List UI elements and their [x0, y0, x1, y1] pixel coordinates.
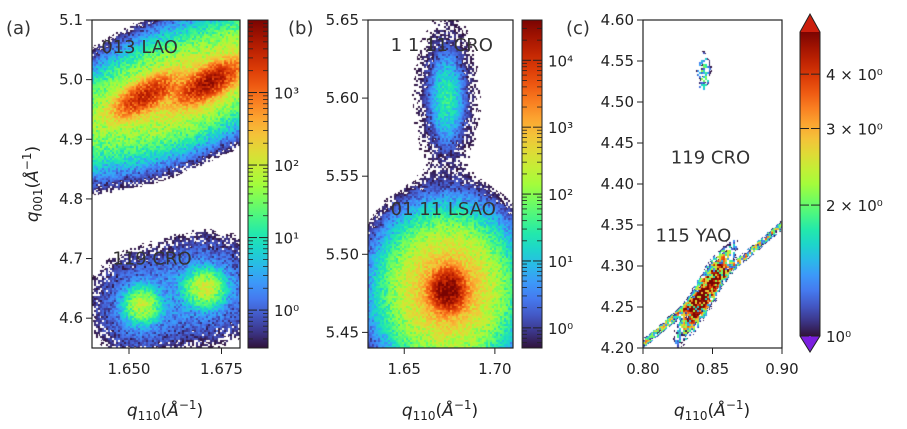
panel-a-ytick-label: 4.8 — [59, 190, 83, 208]
panel-a-ytick-label: 4.7 — [59, 250, 83, 268]
annotation-115-yao: 115 YAO — [656, 225, 732, 246]
panel-b-ytick-label: 5.45 — [326, 323, 359, 341]
panel-c-label: (c) — [566, 18, 590, 39]
panel-a-colorbar-gradient — [248, 20, 268, 348]
panel-a-heatmap — [91, 19, 241, 349]
annotation-013-lao: 013 LAO — [101, 37, 178, 58]
panel-c-colorbar-extend-max — [800, 14, 820, 32]
panel-c-colorbar-label: 2 × 10⁰ — [826, 197, 883, 215]
panel-b-heatmap — [367, 19, 514, 349]
panel-b-ytick-label: 5.55 — [326, 167, 359, 185]
panel-a-ytick-label: 5.0 — [59, 71, 83, 89]
panel-a-ytick-label: 4.9 — [59, 130, 83, 148]
panel-b-ytick-label: 5.60 — [326, 89, 359, 107]
panel-b-colorbar-label: 10² — [548, 186, 573, 204]
panel-b-intensity-map — [368, 20, 513, 348]
panel-a-intensity-map — [92, 20, 240, 348]
panel-c-ytick-label: 4.25 — [601, 298, 634, 316]
panel-a: (a) 4.6 4.7 4.8 4.9 5.0 5.1 1.650 1.675 013 LAO… — [6, 11, 299, 423]
panel-a-colorbar-label: 10⁰ — [274, 302, 299, 320]
panel-c-axes: 4.20 4.25 4.30 4.35 4.40 4.45 4.50 4.55 4.60 0.80… — [601, 11, 799, 378]
panel-b-colorbar-label: 10⁰ — [548, 320, 573, 338]
panel-a-xtick-label: 1.650 — [108, 360, 151, 378]
panel-b-axes: 5.45 5.50 5.55 5.60 5.65 1.65 1.70 — [326, 11, 512, 378]
panel-c-colorbar-extend-min — [800, 336, 820, 352]
panel-c-colorbar: 10⁰ 2 × 10⁰ 3 × 10⁰ 4 × 10⁰ — [799, 12, 883, 353]
panel-b-xtick-label: 1.65 — [388, 360, 421, 378]
panel-b-xtick-label: 1.70 — [478, 360, 511, 378]
panel-c-xtick-label: 0.85 — [696, 360, 729, 378]
annotation-119-cro: 119 CRO — [112, 249, 191, 270]
panel-b-colorbar-label: 10¹ — [548, 253, 573, 271]
panel-b-ytick-label: 5.50 — [326, 245, 359, 263]
panel-c-colorbar-gradient — [800, 32, 820, 336]
panel-b-colorbar-label: 10⁴ — [548, 52, 573, 70]
panel-a-xtick-label: 1.675 — [200, 360, 243, 378]
panel-a-colorbar: 10⁰ 10¹ 10² 10³ — [247, 19, 299, 349]
panel-c-ytick-label: 4.45 — [601, 134, 634, 152]
panel-a-xlabel: q110(Å−1) — [127, 398, 203, 423]
panel-a-ytick-label: 4.6 — [59, 309, 83, 327]
panel-c-heatmap — [642, 19, 783, 349]
panel-a-ylabel: q001(Å−1) — [20, 146, 45, 222]
panel-b-colorbar-gradient — [522, 20, 542, 348]
panel-a-frame — [91, 19, 241, 349]
panel-b-label: (b) — [288, 18, 313, 39]
panel-c-ytick-label: 4.20 — [601, 339, 634, 357]
panel-b-colorbar: 10⁰ 10¹ 10² 10³ 10⁴ — [521, 19, 573, 349]
panel-b-ytick-label: 5.65 — [326, 11, 359, 29]
panel-c-ytick-label: 4.40 — [601, 175, 634, 193]
panel-c-ytick-label: 4.55 — [601, 52, 634, 70]
panel-c-xlabel: q110(Å−1) — [674, 398, 750, 423]
panel-c-xtick-label: 0.90 — [765, 360, 798, 378]
panel-c-ytick-label: 4.50 — [601, 93, 634, 111]
panel-c-colorbar-label: 3 × 10⁰ — [826, 120, 883, 138]
panel-a-label: (a) — [6, 18, 31, 39]
panel-b: (b) 5.45 5.50 5.55 5.60 5.65 1.65 1.70 1 1 11 … — [288, 11, 573, 423]
panel-c-colorbar-label: 4 × 10⁰ — [826, 66, 883, 84]
panel-b-frame — [367, 19, 514, 349]
panel-a-axes: 4.6 4.7 4.8 4.9 5.0 5.1 1.650 1.675 — [59, 11, 243, 378]
panel-c-intensity-map — [643, 20, 782, 348]
panel-c-colorbar-label: 10⁰ — [826, 328, 851, 346]
panel-c-ytick-label: 4.60 — [601, 11, 634, 29]
panel-a-colorbar-label: 10³ — [274, 85, 299, 103]
annotation-1-1-11-cro: 1 1 11 CRO — [391, 35, 493, 56]
panel-c-ytick-label: 4.30 — [601, 257, 634, 275]
panel-b-colorbar-label: 10³ — [548, 119, 573, 137]
annotation-119-cro-c: 119 CRO — [671, 148, 750, 169]
annotation-01-11-lsao: 01 11 LSAO — [391, 199, 496, 220]
panel-c: (c) 4.20 4.25 4.30 4.35 4.40 4.45 4.50 4.55 4.60… — [566, 11, 883, 423]
panel-a-ytick-label: 5.1 — [59, 11, 83, 29]
panel-a-colorbar-label: 10² — [274, 157, 299, 175]
panel-c-ytick-label: 4.35 — [601, 216, 634, 234]
panel-a-colorbar-label: 10¹ — [274, 230, 299, 248]
panel-c-xtick-label: 0.80 — [626, 360, 659, 378]
panel-b-xlabel: q110(Å−1) — [402, 398, 478, 423]
